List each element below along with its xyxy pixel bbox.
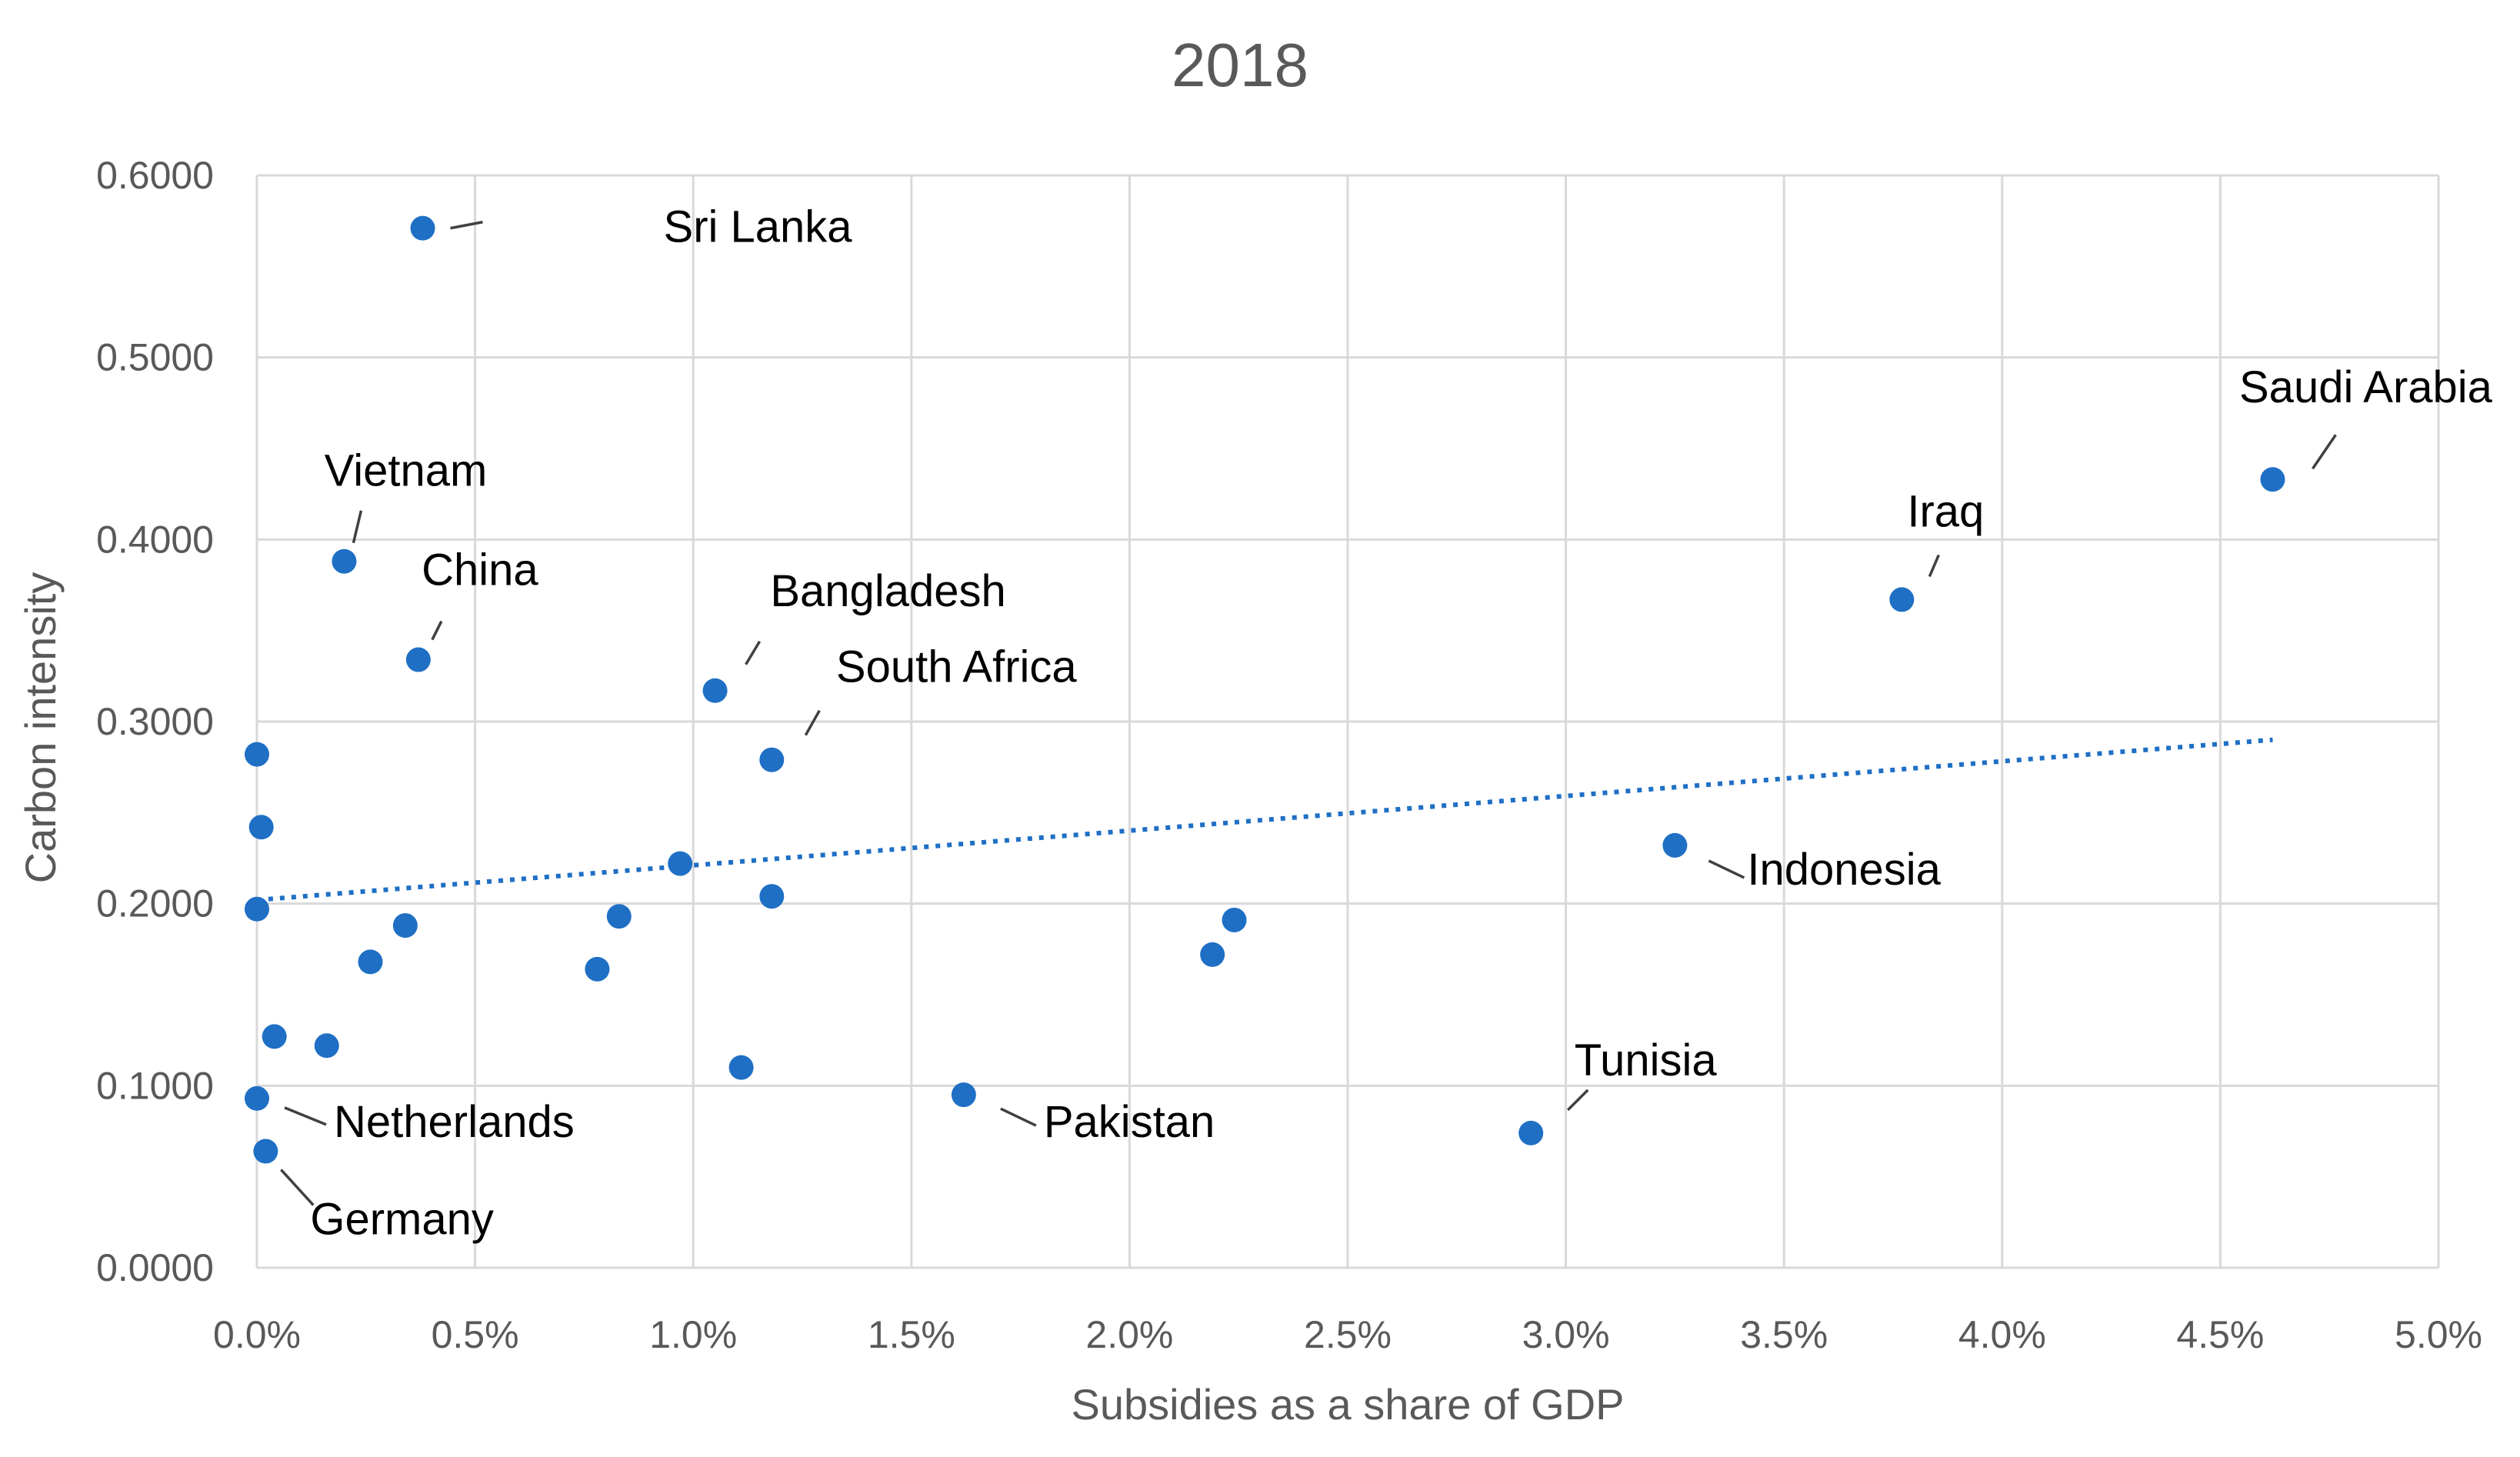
data-point-indonesia <box>1662 832 1688 858</box>
trendline-layer <box>256 737 2273 902</box>
data-point-unlabeled <box>1200 942 1225 967</box>
y-tick-label: 0.6000 <box>96 154 214 197</box>
data-point-germany <box>253 1139 278 1164</box>
data-point-unlabeled <box>358 949 383 975</box>
point-label-vietnam: Vietnam <box>325 446 488 496</box>
x-tick-label: 1.0% <box>649 1313 737 1356</box>
point-label-tunisia: Tunisia <box>1575 1035 1718 1085</box>
chart-title: 2018 <box>1172 31 1308 99</box>
data-point-unlabeled <box>248 815 274 840</box>
y-tick-label: 0.0000 <box>96 1246 214 1289</box>
x-axis-tick-labels: 0.0% 0.5% 1.0% 1.5% 2.0% 2.5% 3.0% 3.5% 4.0% 4.5%… <box>213 1313 2482 1356</box>
leader-line-bangladesh <box>745 640 762 665</box>
leader-line-indonesia <box>1708 859 1745 879</box>
data-point-tunisia <box>1518 1120 1544 1145</box>
point-label-bangladesh: Bangladesh <box>770 566 1005 616</box>
leader-line-vietnam <box>352 510 363 544</box>
data-point-pakistan <box>951 1082 976 1108</box>
data-point-unlabeled <box>245 742 269 767</box>
leader-line-germany <box>280 1169 315 1206</box>
data-points <box>245 215 2285 1164</box>
leader-line-sri-lanka <box>450 220 483 230</box>
data-point-iraq <box>1889 587 1915 612</box>
data-point-unlabeled <box>392 913 418 939</box>
y-axis-tick-labels: 0.0000 0.1000 0.2000 0.3000 0.4000 0.5000 0.60… <box>96 154 214 1289</box>
point-label-netherlands: Netherlands <box>334 1097 575 1147</box>
trendline <box>256 737 2273 902</box>
point-label-pakistan: Pakistan <box>1044 1097 1215 1147</box>
x-axis-title: Subsidies as a share of GDP <box>1071 1380 1624 1429</box>
data-point-unlabeled <box>262 1024 287 1049</box>
y-tick-label: 0.3000 <box>96 700 214 743</box>
leader-line-netherlands <box>284 1106 327 1126</box>
x-tick-label: 5.0% <box>2395 1313 2482 1356</box>
x-tick-label: 1.5% <box>868 1313 955 1356</box>
leader-line-pakistan <box>1000 1107 1037 1127</box>
point-label-south-africa: South Africa <box>836 642 1077 692</box>
x-tick-label: 4.5% <box>2176 1313 2264 1356</box>
leader-line-tunisia <box>1566 1089 1589 1112</box>
point-label-saudi-arabia: Saudi Arabia <box>2239 362 2493 412</box>
label-leader-lines <box>280 220 2337 1206</box>
y-tick-label: 0.5000 <box>96 336 214 379</box>
point-label-iraq: Iraq <box>1907 486 1984 536</box>
x-tick-label: 3.0% <box>1522 1313 1610 1356</box>
leader-line-south-africa <box>804 709 821 736</box>
point-label-china: China <box>422 545 538 595</box>
leader-line-iraq <box>1928 554 1940 578</box>
x-tick-label: 2.5% <box>1304 1313 1392 1356</box>
data-point-vietnam <box>332 548 357 574</box>
leader-line-saudi-arabia <box>2312 434 2337 470</box>
data-point-china <box>405 647 431 672</box>
x-tick-label: 0.0% <box>213 1313 301 1356</box>
data-point-unlabeled <box>585 956 610 982</box>
data-point-bangladesh <box>702 678 728 703</box>
y-tick-label: 0.2000 <box>96 882 214 925</box>
data-point-saudi-arabia <box>2260 467 2285 492</box>
data-point-unlabeled <box>1222 907 1247 932</box>
data-point-unlabeled <box>728 1055 754 1080</box>
y-axis-title: Carbon intensity <box>16 572 65 884</box>
x-tick-label: 4.0% <box>1958 1313 2046 1356</box>
point-label-sri-lanka: Sri Lanka <box>664 202 853 252</box>
gridlines <box>255 174 2440 1269</box>
data-point-sri-lanka <box>410 215 435 241</box>
x-tick-label: 3.5% <box>1740 1313 1828 1356</box>
point-label-indonesia: Indonesia <box>1747 845 1941 895</box>
data-point-unlabeled <box>245 896 269 922</box>
point-label-germany: Germany <box>310 1195 494 1245</box>
y-tick-label: 0.4000 <box>96 518 214 561</box>
data-point-labels: Sri Lanka Vietnam China Bangladesh South Afr… <box>310 202 2492 1245</box>
leader-line-china <box>431 620 443 641</box>
data-point-unlabeled <box>606 904 632 929</box>
x-tick-label: 0.5% <box>432 1313 519 1356</box>
data-point-unlabeled <box>314 1033 339 1059</box>
data-point-netherlands <box>245 1085 269 1111</box>
data-point-unlabeled <box>759 884 785 909</box>
x-tick-label: 2.0% <box>1085 1313 1173 1356</box>
data-point-unlabeled <box>668 851 693 876</box>
y-tick-label: 0.1000 <box>96 1064 214 1107</box>
data-point-south-africa <box>759 747 785 772</box>
